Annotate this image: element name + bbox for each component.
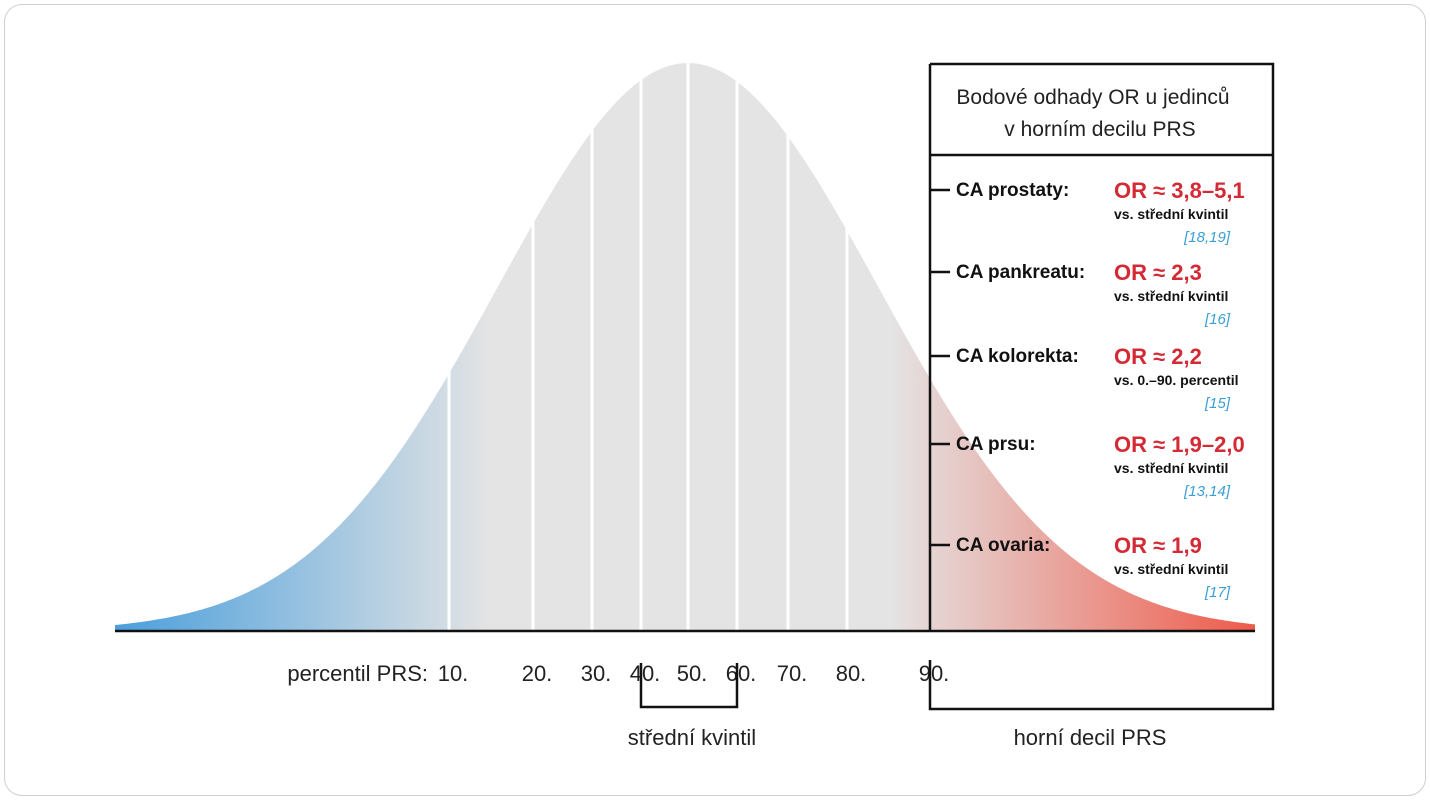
odds-ratio: OR ≈ 3,8–5,1 [1114,178,1245,203]
middle-quintile-label: střední kvintil [628,725,756,750]
reference: [13,14] [1183,483,1231,500]
top-decile-label: horní decil PRS [1014,725,1167,750]
reference: [18,19] [1183,229,1231,246]
odds-ratio: OR ≈ 2,2 [1114,344,1202,369]
tick-label-60: 60. [726,661,757,686]
tick-label-90: 90. [919,661,950,686]
cancer-name: CA kolorekta: [956,346,1079,367]
comparison-text: vs. střední kvintil [1114,206,1228,222]
cancer-name: CA prsu: [956,434,1036,455]
odds-ratio: OR ≈ 2,3 [1114,260,1202,285]
tick-label-10: 10. [438,661,469,686]
tick-label-70: 70. [777,661,808,686]
reference: [17] [1204,584,1231,601]
comparison-text: vs. střední kvintil [1114,460,1228,476]
cancer-name: CA pankreatu: [956,262,1085,283]
comparison-text: vs. 0.–90. percentil [1114,372,1239,388]
percentile-dividers [447,57,849,631]
tick-label-40: 40. [630,661,661,686]
tick-label-50: 50. [677,661,708,686]
box-title-line2: v horním decilu PRS [1004,118,1195,141]
middle-quintile-bracket [639,663,739,709]
bell-curve [115,63,1255,631]
tick-label-80: 80. [836,661,867,686]
cancer-name: CA ovaria: [956,535,1050,556]
cancer-name: CA prostaty: [956,180,1069,201]
odds-ratio: OR ≈ 1,9 [1114,533,1202,558]
odds-ratio: OR ≈ 1,9–2,0 [1114,432,1245,457]
tick-label-30: 30. [581,661,612,686]
tick-labels: 10. 20. 30. 40. 50. 60. 70. 80. 90. [438,661,950,686]
comparison-text: vs. střední kvintil [1114,288,1228,304]
tick-label-20: 20. [522,661,553,686]
top-decile-box [928,62,1275,711]
axis-label: percentil PRS: [287,661,428,686]
reference: [15] [1204,395,1231,412]
reference: [16] [1204,311,1231,328]
cancer-entries: CA prostaty: OR ≈ 3,8–5,1 vs. střední kvin… [930,178,1245,601]
comparison-text: vs. střední kvintil [1114,561,1228,577]
box-title-line1: Bodové odhady OR u jedinců [956,86,1229,109]
